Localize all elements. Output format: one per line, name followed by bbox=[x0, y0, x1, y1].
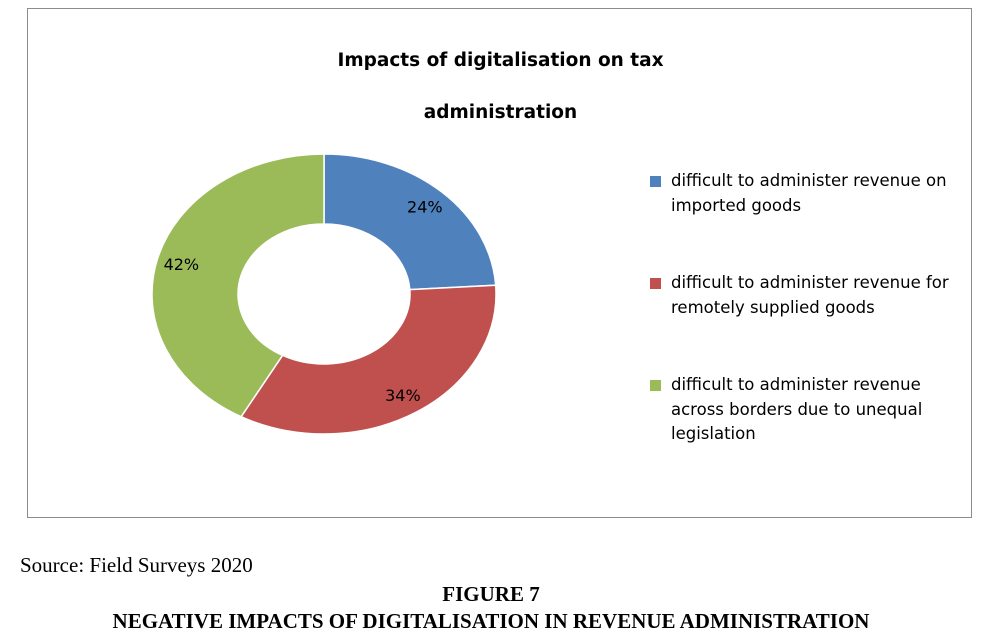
slices-layer bbox=[151, 153, 497, 435]
legend-swatch-1 bbox=[650, 176, 661, 187]
figure-number: FIGURE 7 bbox=[442, 582, 540, 606]
data-label-3: 42% bbox=[164, 255, 200, 274]
donut-chart: 24% 34% 42% bbox=[151, 153, 497, 435]
legend-swatch-2 bbox=[650, 278, 661, 289]
slice-2 bbox=[240, 284, 497, 435]
data-label-2: 34% bbox=[385, 386, 421, 405]
source-note: Source: Field Surveys 2020 bbox=[20, 553, 253, 577]
legend-label-3: difficult to administer revenue across b… bbox=[671, 375, 923, 443]
slice-1 bbox=[323, 153, 497, 291]
legend-label-2: difficult to administer revenue for remo… bbox=[671, 273, 949, 317]
labels-layer: 24% 34% 42% bbox=[164, 198, 443, 406]
chart-area: Impacts of digitalisation on tax adminis… bbox=[27, 8, 972, 518]
chart-title: Impacts of digitalisation on tax adminis… bbox=[337, 50, 664, 123]
slice-3 bbox=[151, 153, 325, 418]
figure-caption: NEGATIVE IMPACTS OF DIGITALISATION IN RE… bbox=[112, 609, 870, 633]
data-label-1: 24% bbox=[407, 198, 443, 217]
legend-swatch-3 bbox=[650, 380, 661, 391]
legend-label-1: difficult to administer revenue on impor… bbox=[671, 171, 947, 215]
